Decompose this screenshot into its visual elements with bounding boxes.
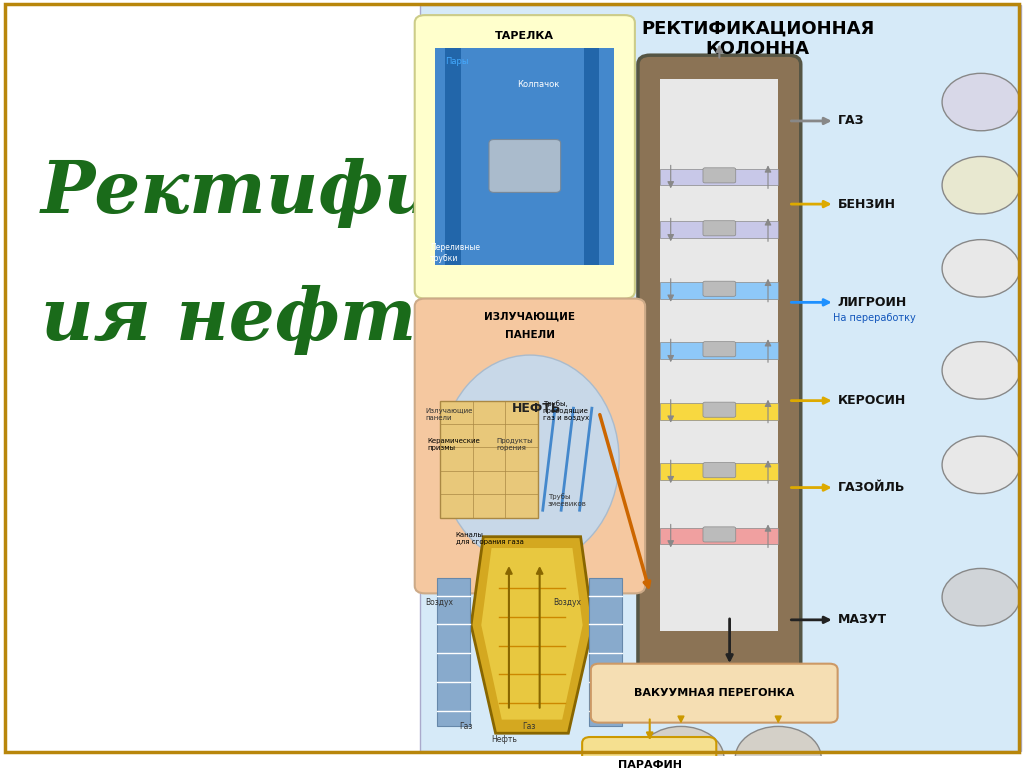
Text: Пары: Пары (445, 58, 469, 66)
Text: БЕНЗИН: БЕНЗИН (838, 197, 896, 210)
Bar (660, 463, 778, 480)
Polygon shape (471, 537, 593, 733)
Bar (7, 5, 420, 750)
Text: ГАЗОЙЛЬ: ГАЗОЙЛЬ (838, 481, 905, 494)
Text: ПАРАФИН: ПАРАФИН (617, 760, 682, 768)
Text: Переливные
трубки: Переливные трубки (430, 243, 480, 263)
Text: НЕФТЬ: НЕФТЬ (512, 402, 561, 415)
Text: Газ: Газ (522, 723, 536, 731)
Bar (660, 403, 778, 419)
FancyBboxPatch shape (415, 299, 645, 594)
Text: Нефть: Нефть (492, 735, 517, 744)
Circle shape (942, 568, 1020, 626)
Text: ПАНЕЛИ: ПАНЕЛИ (505, 330, 555, 340)
Bar (660, 168, 778, 185)
FancyBboxPatch shape (702, 168, 735, 183)
Circle shape (735, 727, 821, 768)
Bar (437, 578, 470, 726)
Circle shape (942, 342, 1020, 399)
Text: ия нефти: ия нефти (41, 284, 469, 355)
Bar (589, 578, 622, 726)
Text: КЕРОСИН: КЕРОСИН (838, 394, 906, 407)
Text: ТАРЕЛКА: ТАРЕЛКА (496, 31, 554, 41)
Bar (660, 528, 778, 545)
FancyBboxPatch shape (702, 342, 735, 357)
Circle shape (942, 436, 1020, 494)
Bar (445, 48, 461, 264)
Bar (660, 282, 778, 299)
Text: Излучающие
панели: Излучающие панели (425, 408, 472, 421)
Text: ИЗЛУЧАЮЩИЕ: ИЗЛУЧАЮЩИЕ (484, 312, 575, 322)
Circle shape (942, 73, 1020, 131)
Polygon shape (481, 548, 583, 720)
Circle shape (942, 240, 1020, 297)
Bar (420, 5, 1021, 750)
FancyBboxPatch shape (702, 220, 735, 236)
FancyBboxPatch shape (591, 664, 838, 723)
Text: КОЛОННА: КОЛОННА (706, 41, 810, 58)
Text: Продукты
горения: Продукты горения (497, 438, 534, 451)
Text: МАЗУТ: МАЗУТ (838, 614, 887, 627)
Text: Колпачок: Колпачок (517, 80, 559, 89)
Text: ЛИГРОИН: ЛИГРОИН (838, 296, 907, 309)
Text: Воздух: Воздух (425, 598, 453, 607)
FancyBboxPatch shape (702, 527, 735, 542)
Text: Керамические
призмы: Керамические призмы (427, 438, 480, 451)
Text: Трубы,
проводящие
газ и воздух: Трубы, проводящие газ и воздух (543, 399, 589, 421)
FancyBboxPatch shape (702, 462, 735, 478)
Text: Воздух: Воздух (553, 598, 581, 607)
FancyBboxPatch shape (488, 140, 560, 193)
FancyBboxPatch shape (582, 737, 716, 768)
FancyBboxPatch shape (415, 15, 635, 299)
Bar (660, 79, 778, 631)
Text: ГАЗ: ГАЗ (838, 114, 864, 127)
Ellipse shape (440, 355, 620, 564)
Text: Трубы
змеевиков: Трубы змеевиков (548, 494, 587, 508)
Bar (440, 401, 538, 518)
Text: Ректификац: Ректификац (41, 157, 591, 227)
FancyBboxPatch shape (702, 402, 735, 417)
Text: Газ: Газ (459, 723, 472, 731)
Circle shape (638, 727, 724, 768)
FancyBboxPatch shape (702, 281, 735, 296)
Text: На переработку: На переработку (833, 313, 915, 323)
Bar (584, 48, 599, 264)
Bar (660, 221, 778, 238)
Bar (660, 343, 778, 359)
Bar (435, 48, 614, 264)
Circle shape (942, 157, 1020, 214)
Text: ВАКУУМНАЯ ПЕРЕГОНКА: ВАКУУМНАЯ ПЕРЕГОНКА (634, 688, 795, 698)
FancyBboxPatch shape (638, 55, 801, 678)
Text: РЕКТИФИКАЦИОННАЯ: РЕКТИФИКАЦИОННАЯ (641, 20, 874, 38)
Text: Каналы
для сгорания газа: Каналы для сгорания газа (456, 532, 523, 545)
